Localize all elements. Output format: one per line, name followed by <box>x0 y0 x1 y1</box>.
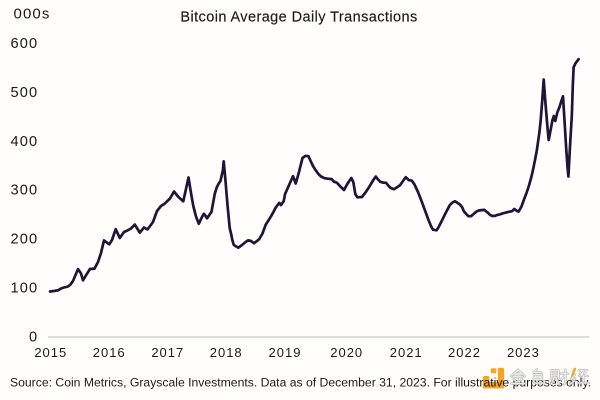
svg-text:2021: 2021 <box>390 345 423 360</box>
svg-text:300: 300 <box>11 183 39 199</box>
svg-text:2023: 2023 <box>507 345 540 360</box>
svg-text:100: 100 <box>11 280 39 296</box>
svg-text:2015: 2015 <box>34 345 67 360</box>
svg-text:2020: 2020 <box>330 345 363 360</box>
svg-text:2016: 2016 <box>93 345 126 360</box>
svg-text:2019: 2019 <box>269 345 302 360</box>
svg-text:Bitcoin Average Daily Transact: Bitcoin Average Daily Transactions <box>180 10 417 26</box>
svg-text:200: 200 <box>11 232 39 248</box>
svg-text:400: 400 <box>11 134 39 150</box>
svg-text:0: 0 <box>29 329 38 345</box>
svg-text:600: 600 <box>11 36 39 52</box>
svg-text:Source: Coin Metrics, Grayscal: Source: Coin Metrics, Grayscale Investme… <box>10 375 591 389</box>
svg-text:2018: 2018 <box>210 345 243 360</box>
svg-text:000s: 000s <box>14 6 51 23</box>
svg-text:500: 500 <box>11 85 39 101</box>
svg-text:2017: 2017 <box>151 345 184 360</box>
svg-text:2022: 2022 <box>448 345 481 360</box>
